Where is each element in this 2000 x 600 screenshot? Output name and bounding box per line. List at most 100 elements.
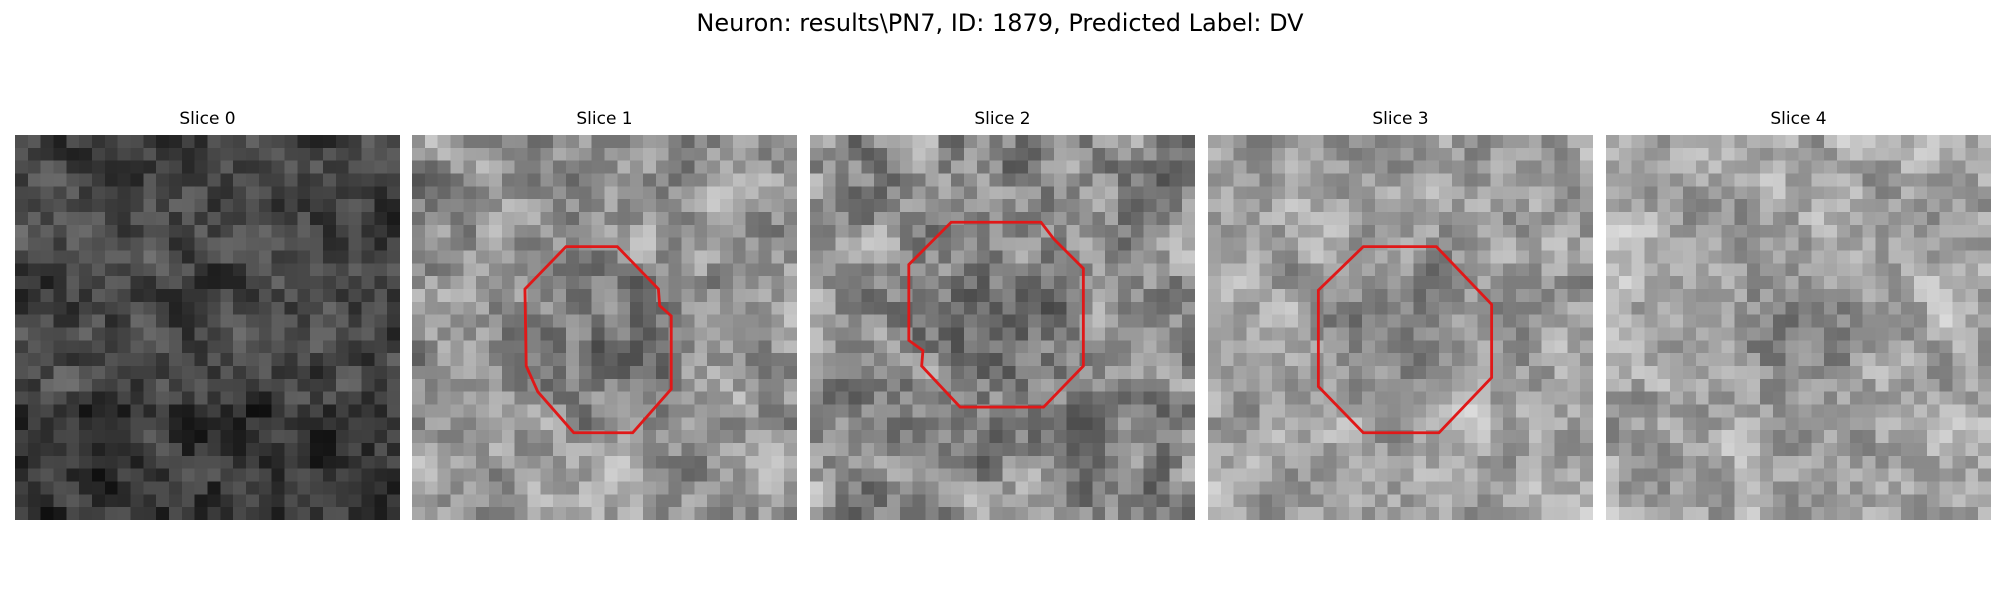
image-pixel xyxy=(1002,147,1016,161)
image-pixel xyxy=(1965,468,1979,482)
image-pixel xyxy=(861,250,875,264)
image-pixel xyxy=(887,494,901,508)
image-pixel xyxy=(784,481,797,495)
image-pixel xyxy=(1130,276,1144,290)
image-pixel xyxy=(1862,327,1876,341)
image-pixel xyxy=(591,391,605,405)
image-pixel xyxy=(1015,430,1029,444)
image-pixel xyxy=(1336,378,1350,392)
image-pixel xyxy=(1259,327,1273,341)
image-pixel xyxy=(66,417,80,431)
image-pixel xyxy=(540,263,554,277)
image-pixel xyxy=(463,378,477,392)
image-pixel xyxy=(1618,366,1632,380)
image-pixel xyxy=(694,263,708,277)
image-pixel xyxy=(668,289,682,303)
image-pixel xyxy=(1708,494,1722,508)
image-pixel xyxy=(976,366,990,380)
image-pixel xyxy=(1208,391,1222,405)
image-pixel xyxy=(1297,494,1311,508)
image-pixel xyxy=(463,430,477,444)
image-pixel xyxy=(810,507,824,520)
image-pixel xyxy=(374,340,388,354)
image-pixel xyxy=(143,353,157,367)
image-pixel xyxy=(553,160,567,174)
image-pixel xyxy=(1528,353,1542,367)
image-pixel xyxy=(92,212,106,226)
image-pixel xyxy=(1541,494,1555,508)
image-pixel xyxy=(1849,455,1863,469)
image-pixel xyxy=(233,263,247,277)
image-pixel xyxy=(424,314,438,328)
image-pixel xyxy=(1926,507,1940,520)
image-pixel xyxy=(1079,391,1093,405)
image-pixel xyxy=(258,417,272,431)
image-pixel xyxy=(1683,250,1697,264)
image-pixel xyxy=(1875,327,1889,341)
image-pixel xyxy=(1490,186,1504,200)
image-pixel xyxy=(169,276,183,290)
image-pixel xyxy=(1053,430,1067,444)
image-pixel xyxy=(1939,237,1953,251)
image-pixel xyxy=(1105,507,1119,520)
image-pixel xyxy=(424,391,438,405)
image-pixel xyxy=(15,199,29,213)
image-pixel xyxy=(1336,212,1350,226)
image-pixel xyxy=(1772,391,1786,405)
image-pixel xyxy=(1105,263,1119,277)
image-pixel xyxy=(1002,173,1016,187)
image-pixel xyxy=(489,186,503,200)
image-pixel xyxy=(194,455,208,469)
image-pixel xyxy=(1349,443,1363,457)
image-pixel xyxy=(92,404,106,418)
image-pixel xyxy=(861,237,875,251)
image-pixel xyxy=(463,263,477,277)
image-pixel xyxy=(1644,301,1658,315)
image-pixel xyxy=(1528,314,1542,328)
image-pixel xyxy=(1516,443,1530,457)
image-pixel xyxy=(156,135,170,149)
image-pixel xyxy=(1939,199,1953,213)
image-pixel xyxy=(450,212,464,226)
image-pixel xyxy=(1066,147,1080,161)
image-pixel xyxy=(1811,160,1825,174)
image-pixel xyxy=(1644,391,1658,405)
image-pixel xyxy=(1169,404,1183,418)
image-pixel xyxy=(1734,340,1748,354)
image-pixel xyxy=(1528,391,1542,405)
image-pixel xyxy=(1978,250,1991,264)
image-pixel xyxy=(540,250,554,264)
image-pixel xyxy=(1118,263,1132,277)
image-pixel xyxy=(1066,455,1080,469)
image-pixel xyxy=(233,224,247,238)
image-pixel xyxy=(348,199,362,213)
image-pixel xyxy=(1387,301,1401,315)
image-pixel xyxy=(1580,468,1593,482)
image-pixel xyxy=(951,443,965,457)
image-pixel xyxy=(1220,147,1234,161)
image-pixel xyxy=(732,327,746,341)
image-pixel xyxy=(297,289,311,303)
image-pixel xyxy=(79,417,93,431)
image-pixel xyxy=(1618,147,1632,161)
image-pixel xyxy=(925,340,939,354)
image-pixel xyxy=(938,366,952,380)
image-pixel xyxy=(938,507,952,520)
image-pixel xyxy=(1978,507,1991,520)
image-pixel xyxy=(1849,135,1863,149)
image-pixel xyxy=(1130,443,1144,457)
image-pixel xyxy=(655,212,669,226)
image-pixel xyxy=(1734,237,1748,251)
image-pixel xyxy=(1683,494,1697,508)
image-pixel xyxy=(1631,417,1645,431)
image-pixel xyxy=(1824,263,1838,277)
image-pixel xyxy=(1426,314,1440,328)
image-pixel xyxy=(1169,135,1183,149)
image-pixel xyxy=(1349,173,1363,187)
image-pixel xyxy=(1747,212,1761,226)
image-pixel xyxy=(1323,443,1337,457)
image-pixel xyxy=(1246,443,1260,457)
image-pixel xyxy=(1785,289,1799,303)
image-pixel xyxy=(258,186,272,200)
image-pixel xyxy=(591,237,605,251)
